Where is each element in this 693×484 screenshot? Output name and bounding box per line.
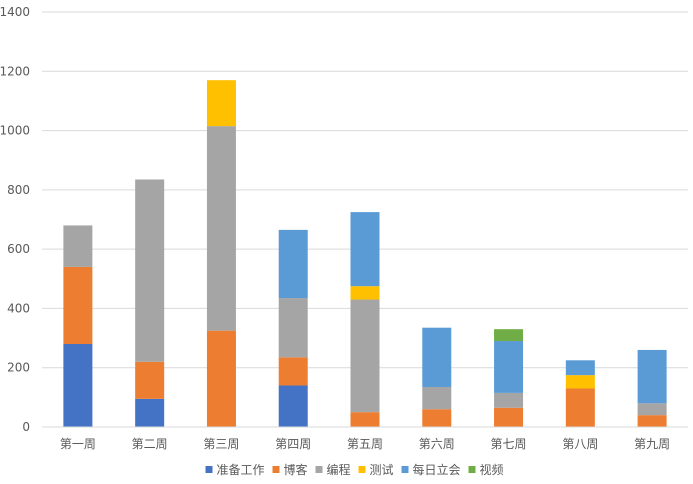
bar-segment (63, 266, 93, 344)
bar-segment (565, 388, 595, 427)
bar-segment (422, 386, 452, 410)
bar-segment (206, 80, 236, 127)
bars (63, 80, 667, 427)
legend-item: 测试 (358, 462, 394, 477)
legend-item: 编程 (315, 462, 351, 477)
legend: 准备工作 博客 编程 测试 每日立会 视频 (205, 462, 504, 477)
bar-segment (206, 126, 236, 331)
x-axis-ticks: 第一周 第二周 第三周 第四周 第五周 第六周 第七周 第八周 第九周 (60, 437, 670, 451)
bar-segment (135, 361, 165, 399)
legend-swatch (205, 466, 213, 473)
x-tick-label: 第四周 (275, 437, 311, 451)
bar-segment (565, 375, 595, 389)
bar-segment (637, 403, 667, 416)
x-tick-label: 第三周 (203, 437, 239, 451)
y-axis-ticks: 0 200 400 600 800 1000 1200 1400 (0, 5, 30, 434)
bar-segment (565, 360, 595, 376)
bar-segment (278, 298, 308, 358)
bar-segment (63, 344, 93, 427)
legend-label: 视频 (480, 462, 504, 477)
legend-label: 编程 (327, 462, 351, 477)
legend-item: 视频 (468, 462, 504, 477)
y-tick-label: 1400 (0, 5, 30, 19)
legend-item: 每日立会 (401, 462, 461, 477)
bar-segment (422, 327, 452, 387)
bar-segment (206, 330, 236, 427)
bar-segment (494, 329, 524, 342)
bar-segment (278, 385, 308, 427)
legend-label: 测试 (370, 462, 394, 477)
bar-segment (135, 398, 165, 427)
y-tick-label: 1200 (0, 64, 30, 78)
bar-segment (637, 415, 667, 427)
bar-segment (350, 286, 380, 300)
bar-segment (494, 407, 524, 427)
legend-label: 每日立会 (413, 462, 461, 477)
legend-item: 博客 (272, 462, 308, 477)
x-tick-label: 第二周 (132, 437, 168, 451)
bar-segment (350, 412, 380, 427)
legend-swatch (401, 466, 409, 473)
x-tick-label: 第八周 (562, 437, 598, 451)
bar-segment (422, 409, 452, 427)
bar-segment (135, 179, 165, 362)
legend-label: 博客 (284, 462, 308, 477)
y-tick-label: 200 (7, 361, 30, 375)
x-tick-label: 第九周 (634, 437, 670, 451)
x-tick-label: 第一周 (60, 437, 96, 451)
legend-item: 准备工作 (205, 463, 265, 477)
bar-segment (350, 299, 380, 413)
legend-swatch (468, 466, 476, 473)
y-tick-label: 600 (7, 242, 30, 256)
legend-label: 准备工作 (217, 463, 265, 477)
legend-swatch (315, 466, 323, 473)
bar-segment (494, 392, 524, 408)
y-tick-label: 1000 (0, 124, 30, 138)
y-tick-label: 400 (7, 301, 30, 315)
x-tick-label: 第五周 (347, 437, 383, 451)
x-tick-label: 第七周 (491, 437, 527, 451)
bar-segment (63, 225, 93, 267)
bar-segment (637, 349, 667, 404)
y-tick-label: 800 (7, 183, 30, 197)
bar-segment (350, 212, 380, 287)
bar-segment (494, 341, 524, 393)
y-tick-label: 0 (22, 420, 30, 434)
legend-swatch (272, 466, 280, 473)
bar-segment (278, 357, 308, 386)
legend-swatch (358, 466, 366, 473)
bar-segment (278, 229, 308, 299)
x-tick-label: 第六周 (419, 437, 455, 451)
